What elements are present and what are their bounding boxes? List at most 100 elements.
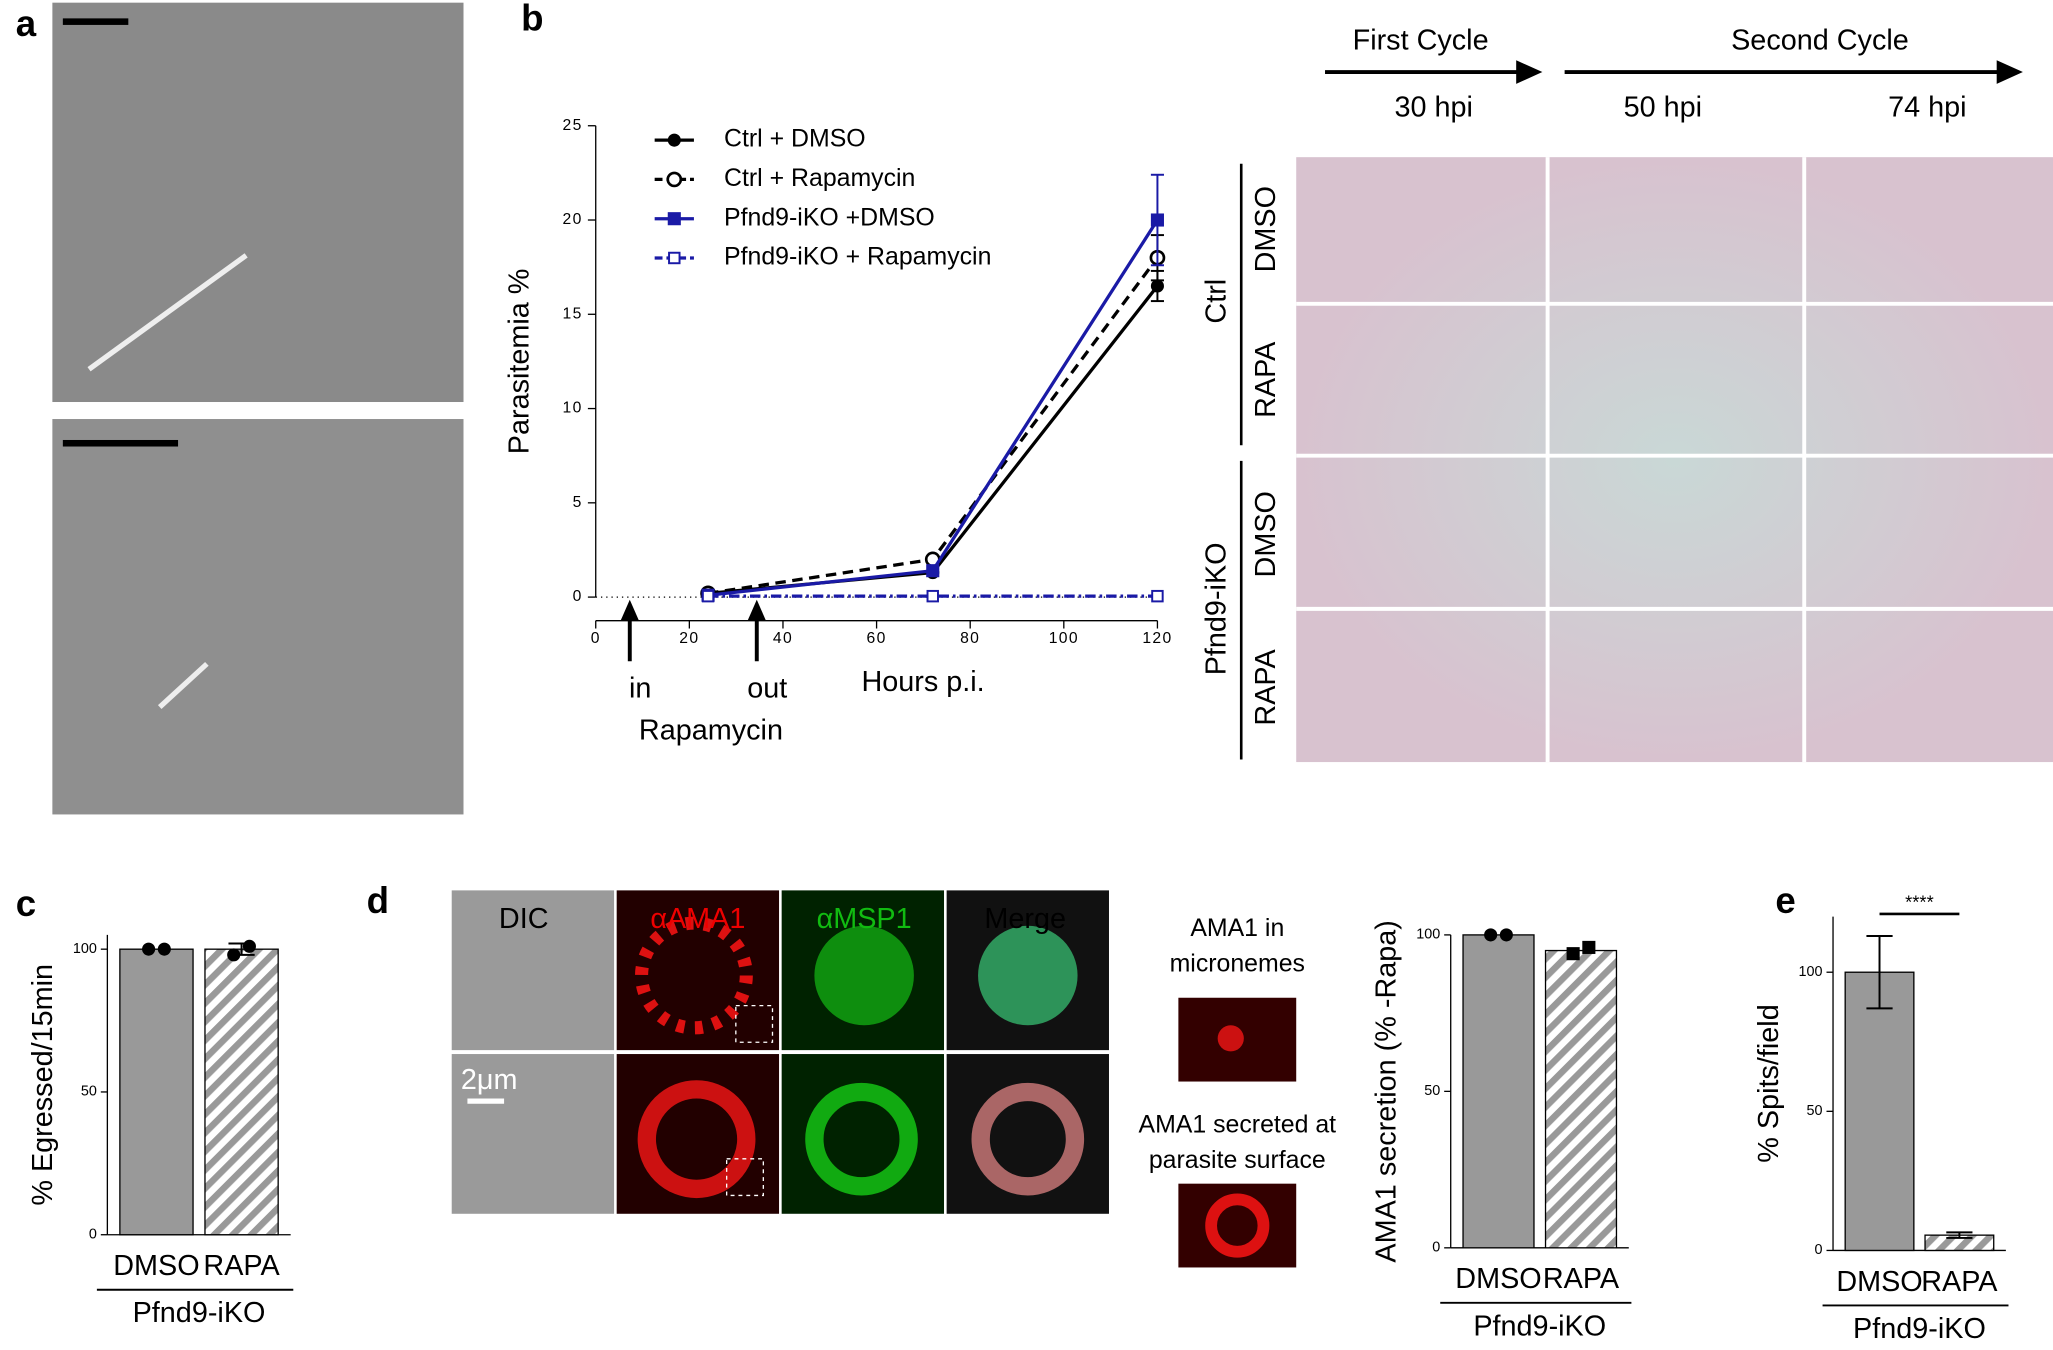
timepoint: 50 hpi [1624, 91, 1702, 123]
bar [1544, 949, 1618, 1249]
scale-label: 2μm [461, 1228, 518, 1260]
annotation: Rapamycin [639, 715, 783, 747]
panel-label: e [1775, 880, 1795, 921]
arrow [87, 253, 248, 372]
point [1582, 940, 1596, 954]
stain [1205, 1193, 1270, 1258]
legend-label: Pfnd9-iKO + Rapamycin [724, 243, 991, 271]
timepoint: 74 hpi [1888, 91, 1966, 123]
arrow-head [620, 599, 639, 621]
stain [978, 925, 1078, 1026]
x-tick-label: 0 [591, 630, 601, 647]
stain [805, 1082, 918, 1196]
point [142, 942, 156, 956]
series-line [707, 256, 1159, 595]
y-tick-label: 25 [563, 117, 583, 134]
arrow [157, 661, 209, 710]
y-axis-label: AMA1 secretion (% -Rapa) [1370, 920, 1402, 1262]
y-tick-label: 50 [81, 1084, 97, 1100]
marker [667, 212, 681, 226]
x-tick-label: 80 [960, 630, 980, 647]
x-tick-label: DMSO [1455, 1263, 1541, 1295]
stain [814, 925, 914, 1026]
marker [667, 133, 681, 147]
y-tick-label: 0 [89, 1227, 97, 1243]
legend-label: Pfnd9-iKO +DMSO [724, 203, 935, 231]
y-tick-label: 100 [73, 941, 97, 957]
group-label: Pfnd9-iKO [1853, 1313, 1986, 1345]
x-tick-label: 40 [773, 630, 793, 647]
inset-label: AMA1 secreted at [1139, 1111, 1337, 1139]
bar [1844, 971, 1915, 1252]
y-tick-label: 20 [563, 211, 583, 228]
marker [668, 251, 681, 265]
scale-bar [62, 18, 129, 25]
arrow-head [747, 599, 766, 621]
micrograph [451, 890, 615, 1051]
marker [1150, 279, 1164, 293]
point [1566, 947, 1580, 961]
stain [637, 1080, 756, 1199]
group-label: Ctrl [1200, 279, 1232, 324]
point [242, 939, 256, 953]
treatment-label: DMSO [1250, 186, 1282, 272]
x-tick-label: RAPA [203, 1250, 280, 1282]
significance: **** [1905, 891, 1934, 912]
x-tick-label: 120 [1142, 630, 1172, 647]
inset-label: parasite surface [1149, 1146, 1326, 1174]
panel-label: c [16, 883, 36, 924]
y-tick-label: 50 [1424, 1083, 1440, 1099]
inset-label: micronemes [1170, 950, 1305, 978]
scale-bar [62, 439, 179, 447]
marker [701, 589, 715, 603]
timepoint: 30 hpi [1394, 91, 1472, 123]
panel-label: a [16, 3, 37, 44]
legend-label: Ctrl + Rapamycin [724, 164, 915, 192]
y-axis-label: % Spits/field [1753, 1004, 1785, 1162]
treatment-label: RAPA [1250, 649, 1282, 726]
inset-box [726, 1158, 764, 1197]
y-tick-label: 100 [1799, 964, 1823, 980]
annotation: in [629, 673, 651, 705]
y-axis-label: Parasitemia % [504, 269, 536, 455]
x-tick-label: DMSO [1836, 1266, 1922, 1298]
channel-label: αMSP1 [817, 903, 912, 935]
x-tick-label: DMSO [113, 1250, 199, 1282]
marker [1150, 213, 1164, 227]
y-tick-label: 5 [573, 494, 583, 511]
channel-label: Merge [984, 903, 1066, 935]
x-tick-label: 20 [679, 630, 699, 647]
arrow-head [1996, 60, 2023, 84]
inset-box [735, 1004, 774, 1043]
x-tick-label: 100 [1049, 630, 1079, 647]
x-axis-label: Hours p.i. [861, 666, 984, 698]
marker [1151, 589, 1164, 603]
point [157, 942, 171, 956]
treatment-label: DMSO [1250, 491, 1282, 577]
y-tick-label: 0 [1815, 1242, 1823, 1258]
micrograph-grid [1296, 157, 2053, 763]
arrow-head [1516, 60, 1543, 84]
cycle-label: First Cycle [1353, 25, 1489, 57]
stain [635, 916, 753, 1035]
point [227, 948, 241, 962]
channel-label: αAMA1 [650, 903, 745, 935]
stain [971, 1082, 1085, 1196]
stain [1217, 1025, 1244, 1052]
scale-label: 2μm [461, 1064, 518, 1096]
legend-label: Ctrl + DMSO [724, 125, 866, 153]
y-tick-label: 0 [573, 588, 583, 605]
micrograph [451, 1054, 615, 1214]
marker [666, 171, 683, 188]
inset-label: AMA1 in [1190, 914, 1284, 942]
marker [926, 589, 939, 603]
series-line [707, 219, 1159, 597]
y-tick-label: 0 [1432, 1240, 1440, 1256]
channel-label: DIC [499, 903, 549, 935]
micrograph [52, 419, 464, 815]
cycle-label: Second Cycle [1731, 25, 1909, 57]
bar [1462, 934, 1535, 1249]
panel-label: d [367, 880, 389, 921]
